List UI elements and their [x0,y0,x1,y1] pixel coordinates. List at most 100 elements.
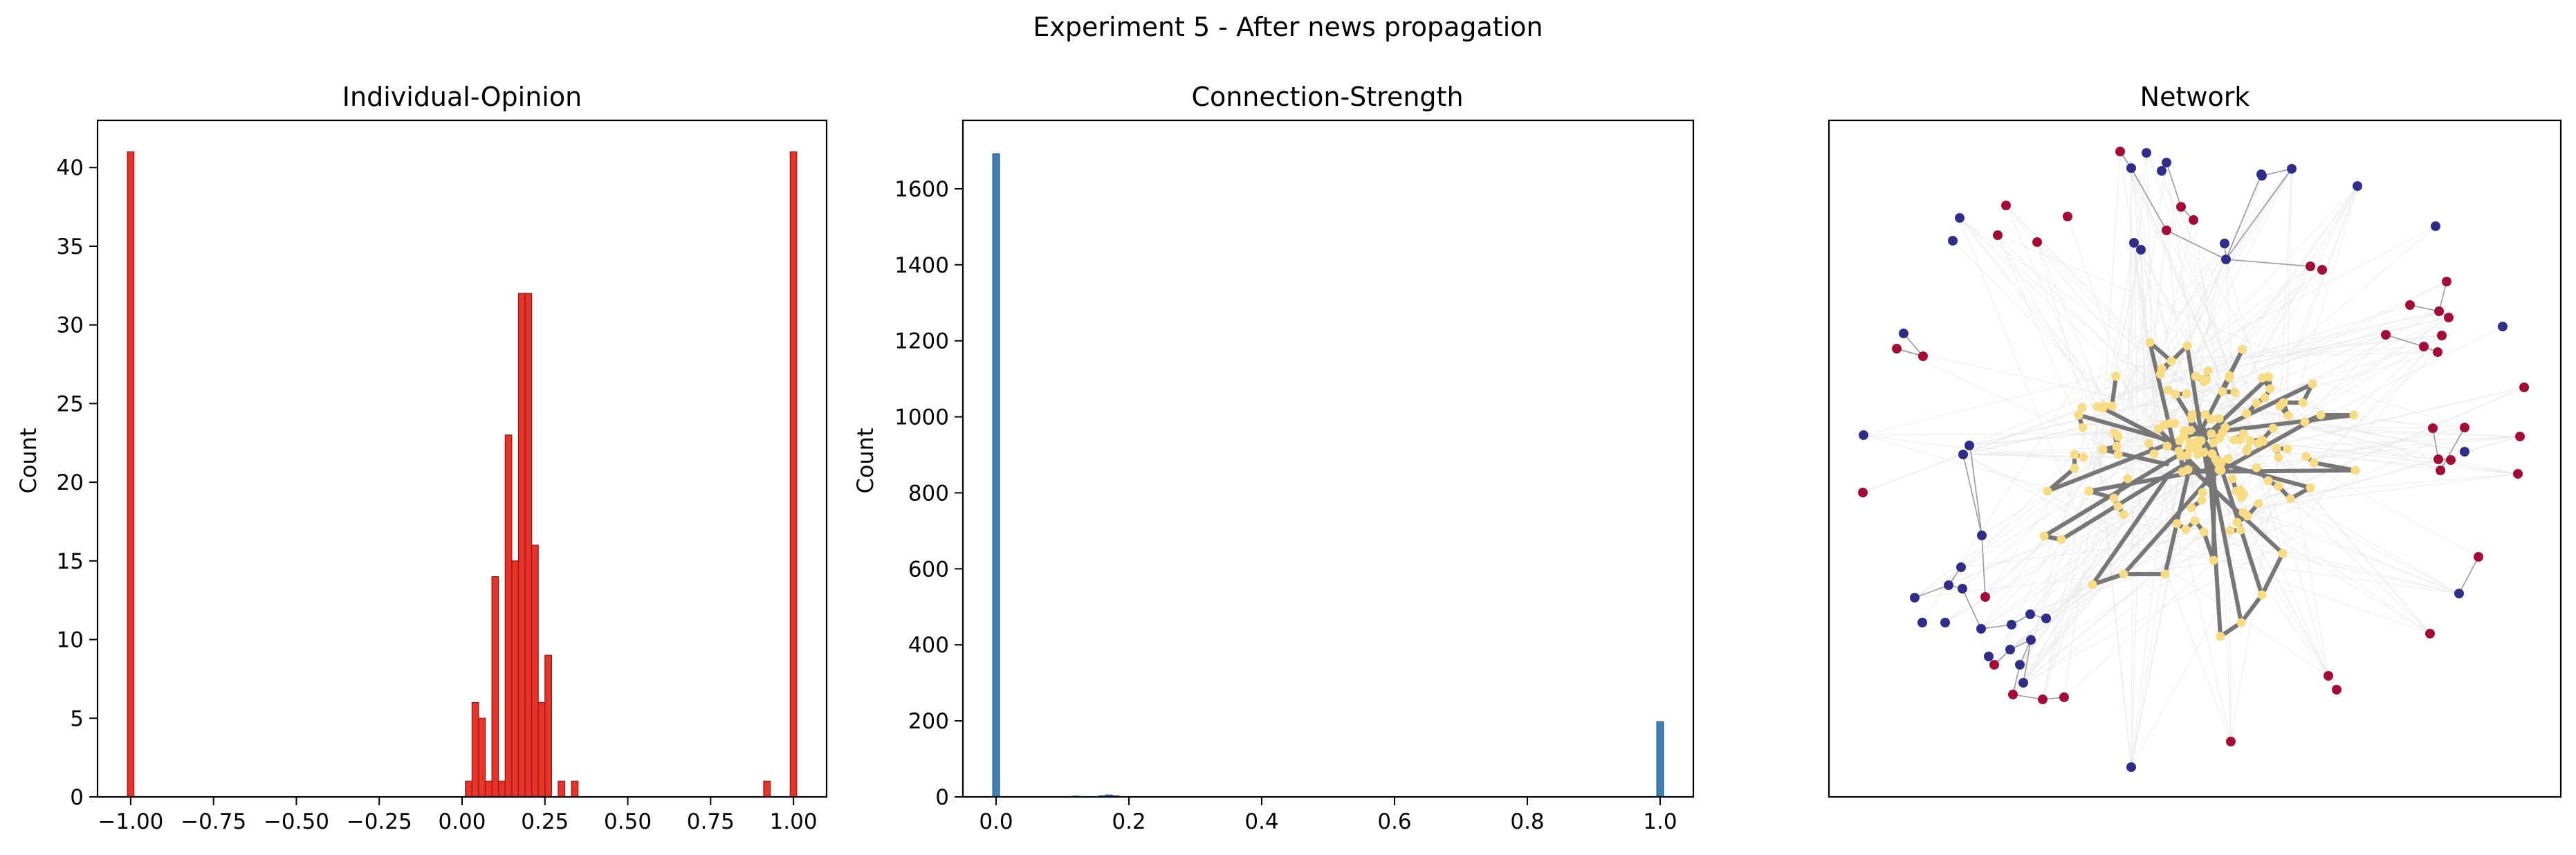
node-red [2038,695,2048,704]
node-blue [2460,447,2469,457]
node-yellow [2229,435,2239,445]
node-yellow [2098,445,2108,454]
faint-edge [2241,335,2442,544]
strength-ytick-label: 1000 [894,405,949,430]
node-red [2176,202,2186,212]
faint-edge [2299,346,2425,355]
node-yellow [2182,389,2191,398]
opinion-bar-3 [478,717,486,798]
opinion-ytick-label: 20 [57,470,84,495]
strength-xtick-label: 0.2 [1112,809,1146,834]
faint-edge [2009,470,2281,650]
node-red [2162,226,2171,235]
faint-edge [2282,436,2521,503]
faint-edge [2161,243,2225,405]
faint-edge [2239,427,2465,535]
strength-xtick-label: 0.8 [1510,809,1544,834]
opinion-bar-11 [531,544,539,798]
thin-edge [2225,168,2292,260]
node-yellow [2191,371,2200,381]
thin-edge [2261,168,2292,176]
network-nodes [1858,147,2529,772]
strength-ytick-label: 1400 [894,253,949,278]
node-yellow [2199,527,2209,537]
strength-xtick-label: 0.4 [1244,809,1278,834]
faint-edge [2117,168,2292,454]
faint-edge [1962,451,2115,455]
faint-edge [2095,426,2132,768]
faint-edge [2243,185,2358,387]
node-yellow [2039,531,2049,541]
node-yellow [2197,495,2207,505]
node-red [1858,488,1868,497]
node-blue [2287,164,2297,174]
faint-edge [2191,185,2358,360]
node-yellow [2113,502,2123,511]
strength-xtick-label: 0.0 [979,809,1013,834]
node-blue [2157,166,2166,176]
opinion-bar-10 [524,293,533,798]
opinion-ylabel: Count [15,428,42,493]
node-yellow [2349,410,2359,420]
opinion-bar-9 [517,293,526,798]
node-yellow [2198,488,2207,497]
node-blue [2136,245,2146,255]
node-yellow [2079,452,2088,462]
faint-edge [1959,217,2083,528]
faint-edge [2112,304,2411,400]
node-yellow [2243,511,2252,521]
opinion-bar-5 [491,576,499,798]
opinion-xtick-label: 1.00 [770,809,818,834]
node-yellow [2306,483,2315,493]
opinion-ytick-label: 0 [70,785,84,810]
node-yellow [2181,524,2191,534]
node-blue [1956,562,1966,572]
opinion-bar-4 [484,780,493,798]
faint-edge [1948,463,2238,586]
opinion-bar-2 [471,701,479,798]
thin-edge [1980,624,2012,629]
node-yellow [2165,419,2175,428]
opinion-ytick-label: 40 [57,156,84,181]
thin-edge [1962,454,1982,536]
node-yellow [2160,569,2170,579]
node-yellow [2171,389,2180,399]
node-yellow [2254,499,2263,508]
node-yellow [2119,569,2128,579]
node-red [2001,201,2011,210]
thin-edge [2012,664,2021,695]
node-red [1980,592,1990,602]
node-yellow [2175,436,2184,445]
thick-edge [2090,471,2172,587]
node-yellow [2043,486,2052,496]
strength-ytick-label: 200 [908,709,949,734]
thin-edge [2166,230,2227,260]
figure-suptitle: Experiment 5 - After news propagation [1033,12,1543,42]
node-blue [1899,329,1908,338]
node-yellow [2300,417,2310,427]
node-yellow [2109,493,2119,503]
opinion-bar-8 [511,560,519,798]
thin-edge [2012,694,2043,700]
node-yellow [2275,401,2285,411]
faint-edge [1896,348,2294,437]
faint-edge [2211,473,2519,513]
node-yellow [2070,463,2079,473]
faint-edge [2164,281,2447,416]
strength-x-ticks: 0.0 0.2 0.4 0.6 0.8 1.0 [979,797,1677,834]
node-blue [2041,614,2051,623]
faint-edge [2242,409,2465,452]
faint-edge [2042,391,2120,700]
strength-bar-5 [1656,721,1664,798]
node-yellow [2070,450,2079,459]
thin-edge [1962,588,1982,629]
node-blue [2353,181,2362,191]
faint-edge [1914,556,2266,598]
node-yellow [2236,525,2245,535]
node-yellow [2185,425,2195,435]
node-red [2460,423,2469,432]
faint-edge [2131,493,2283,768]
node-blue [1910,593,1920,603]
faint-edge [2019,558,2103,665]
node-yellow [2057,535,2066,544]
